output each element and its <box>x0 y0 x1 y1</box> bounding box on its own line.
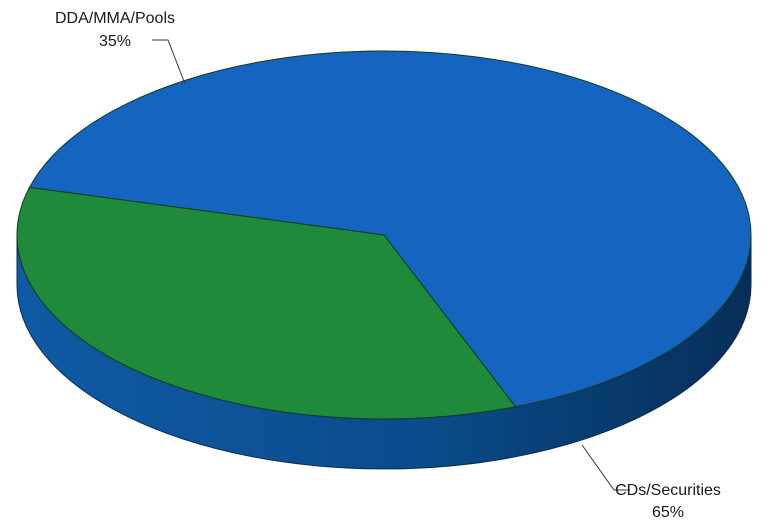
leader-line-cdssecurities <box>581 444 630 491</box>
slice-label-cdssecurities: CDs/Securities <box>615 482 721 499</box>
slice-label-ddammapools: DDA/MMA/Pools <box>55 10 175 27</box>
slice-value-cdssecurities: 65% <box>652 504 684 521</box>
pie-top-surface <box>16 50 752 420</box>
leader-line-ddammapools <box>152 39 186 85</box>
slice-value-ddammapools: 35% <box>99 33 131 50</box>
leader-lines <box>152 39 630 491</box>
slice-labels: DDA/MMA/Pools 35% CDs/Securities 65% <box>55 10 721 521</box>
pie-slice-ddammapools <box>16 186 517 420</box>
pie-slice-cdssecurities <box>29 50 752 408</box>
